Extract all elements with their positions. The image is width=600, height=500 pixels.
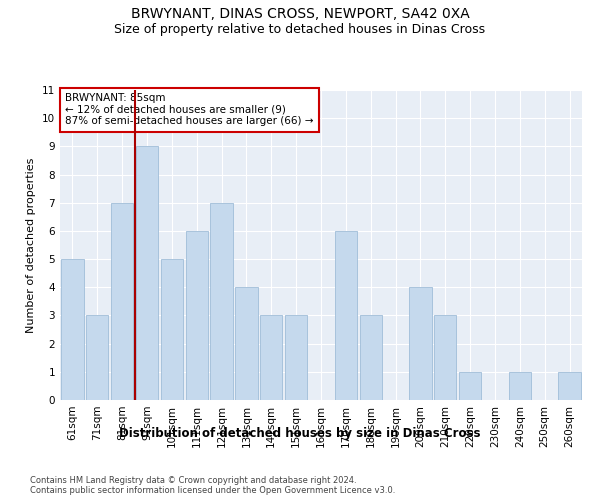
Bar [459, 372, 481, 400]
Bar [509, 372, 531, 400]
Bar [235, 288, 257, 400]
Text: BRWYNANT: 85sqm
← 12% of detached houses are smaller (9)
87% of semi-detached ho: BRWYNANT: 85sqm ← 12% of detached houses… [65, 93, 314, 126]
Bar [559, 372, 581, 400]
Bar [185, 231, 208, 400]
Text: Distribution of detached houses by size in Dinas Cross: Distribution of detached houses by size … [119, 428, 481, 440]
Bar [136, 146, 158, 400]
Text: BRWYNANT, DINAS CROSS, NEWPORT, SA42 0XA: BRWYNANT, DINAS CROSS, NEWPORT, SA42 0XA [131, 8, 469, 22]
Bar [211, 202, 233, 400]
Y-axis label: Number of detached properties: Number of detached properties [26, 158, 37, 332]
Text: Size of property relative to detached houses in Dinas Cross: Size of property relative to detached ho… [115, 22, 485, 36]
Bar [111, 202, 133, 400]
Bar [285, 316, 307, 400]
Bar [161, 259, 183, 400]
Bar [409, 288, 431, 400]
Bar [359, 316, 382, 400]
Bar [61, 259, 83, 400]
Bar [434, 316, 457, 400]
Bar [260, 316, 283, 400]
Text: Contains HM Land Registry data © Crown copyright and database right 2024.
Contai: Contains HM Land Registry data © Crown c… [30, 476, 395, 495]
Bar [335, 231, 357, 400]
Bar [86, 316, 109, 400]
